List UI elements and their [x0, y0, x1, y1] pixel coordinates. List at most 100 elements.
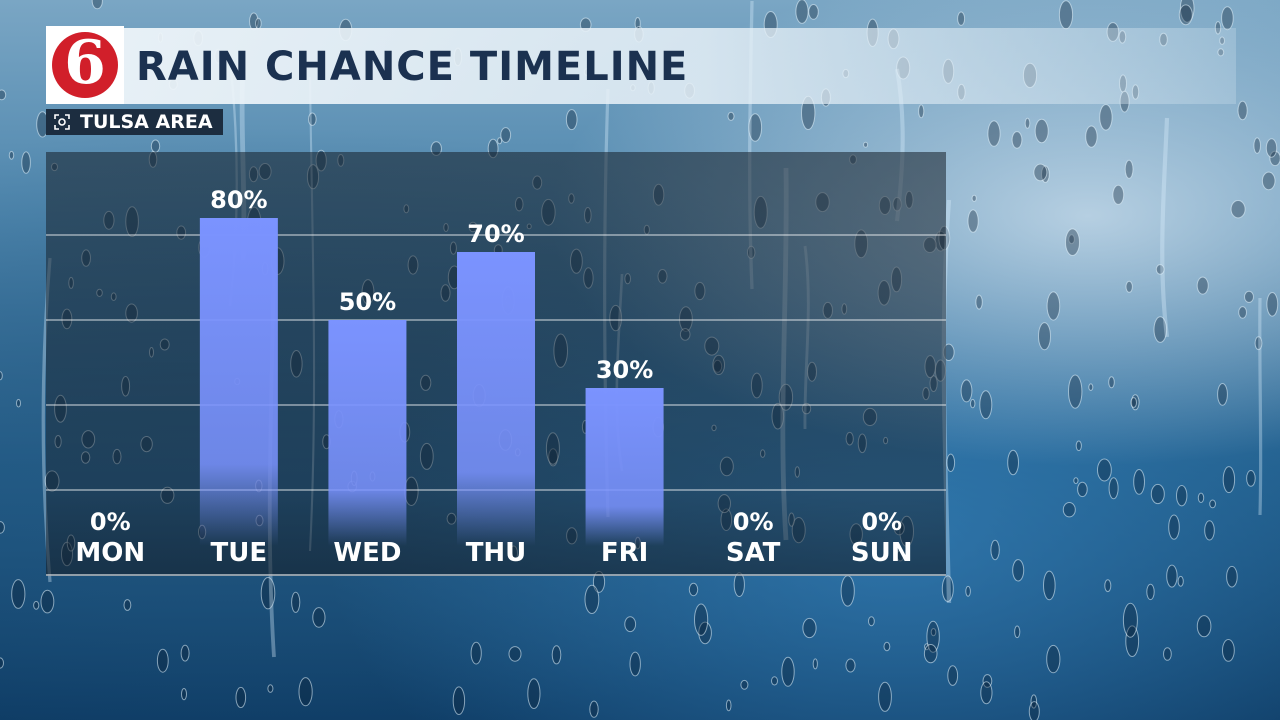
raindrop [868, 616, 875, 627]
value-label-mon: 0% [90, 508, 131, 536]
raindrop [1246, 470, 1256, 487]
raindrop [694, 603, 709, 636]
raindrop [1176, 485, 1188, 507]
raindrop [500, 127, 512, 143]
raindrop [1007, 449, 1019, 476]
raindrop [470, 641, 482, 665]
value-label-sat: 0% [733, 508, 774, 536]
raindrop [181, 688, 187, 701]
raindrop [1168, 514, 1180, 540]
rain-streak [1160, 117, 1170, 338]
raindrop [452, 686, 466, 716]
rain-streak [1258, 297, 1263, 516]
raindrop [589, 700, 599, 718]
raindrop [960, 379, 973, 403]
raindrop [947, 665, 959, 686]
target-icon [54, 114, 70, 130]
raindrop [1244, 290, 1254, 303]
page-title: RAIN CHANCE TIMELINE [136, 44, 689, 90]
raindrop [1178, 4, 1193, 26]
raindrop [979, 390, 993, 420]
raindrop [1269, 150, 1280, 167]
raindrop [0, 89, 7, 101]
raindrop [308, 112, 317, 126]
raindrop [1222, 466, 1236, 494]
raindrop [1124, 159, 1134, 179]
raindrop [971, 194, 977, 202]
raindrop [930, 628, 937, 637]
chart-panel: 0% MON 80% TUE 50% WED 70% THU 30% FRI 0% SAT 0% SUN [46, 152, 946, 576]
raindrop [312, 607, 326, 628]
bar-thu [457, 252, 535, 546]
raindrop [748, 113, 763, 142]
day-label-wed: WED [333, 538, 401, 568]
raindrop [527, 678, 541, 709]
raindrop [1058, 0, 1074, 30]
raindrop [965, 585, 971, 597]
raindrop [1041, 165, 1050, 183]
raindrop [1155, 264, 1165, 275]
raindrop [629, 651, 641, 677]
raindrop [845, 658, 856, 673]
logo-disc: 6 [52, 32, 118, 98]
raindrop [1028, 701, 1040, 720]
raindrop [267, 684, 274, 693]
raindrop [733, 572, 745, 597]
raindrop [1034, 118, 1049, 144]
raindrop [1230, 200, 1246, 219]
raindrop [970, 398, 976, 409]
raindrop [0, 371, 3, 381]
raindrop [975, 294, 983, 310]
value-label-tue: 80% [210, 186, 267, 214]
day-label-thu: THU [466, 538, 527, 568]
raindrop [40, 589, 55, 614]
raindrop [1012, 559, 1025, 582]
raindrop [1238, 306, 1247, 319]
raindrop [725, 699, 732, 712]
raindrop [1125, 280, 1133, 293]
raindrop [1077, 481, 1088, 498]
raindrop [8, 150, 15, 160]
raindrop [1197, 492, 1205, 503]
raindrop [1153, 316, 1168, 343]
raindrop [918, 104, 925, 119]
raindrop [1209, 499, 1216, 509]
raindrop [840, 575, 855, 607]
raindrop [1217, 383, 1228, 406]
raindrop [941, 575, 954, 603]
raindrop [1125, 625, 1140, 658]
raindrop [1222, 639, 1235, 662]
raindrop [21, 151, 31, 174]
raindrop [1099, 104, 1113, 131]
raindrop [1254, 336, 1263, 351]
bar-wed [328, 320, 407, 546]
raindrop [1108, 376, 1115, 389]
raindrop [1177, 575, 1184, 587]
raindrop [624, 616, 637, 633]
raindrop [1196, 615, 1212, 638]
raindrop [565, 109, 578, 131]
raindrop [883, 641, 891, 652]
raindrop [1108, 477, 1119, 500]
raindrop [1112, 184, 1125, 205]
bar-tue [199, 218, 278, 546]
station-logo: 6 [46, 26, 124, 104]
raindrop [150, 139, 161, 153]
value-label-sun: 0% [861, 508, 902, 536]
raindrop [1097, 458, 1112, 482]
raindrop [1104, 579, 1112, 593]
raindrop [987, 120, 1001, 147]
raindrop [1166, 564, 1178, 588]
raindrop [551, 645, 562, 665]
raindrop [967, 209, 979, 233]
location-badge: TULSA AREA [46, 109, 223, 135]
raindrop [1038, 322, 1051, 351]
raindrop [1261, 171, 1276, 191]
raindrop [1068, 374, 1083, 409]
raindrop [0, 521, 5, 534]
raindrop [1122, 602, 1138, 638]
raindrop [11, 579, 26, 609]
raindrop [1253, 137, 1261, 154]
raindrop [1068, 234, 1075, 245]
